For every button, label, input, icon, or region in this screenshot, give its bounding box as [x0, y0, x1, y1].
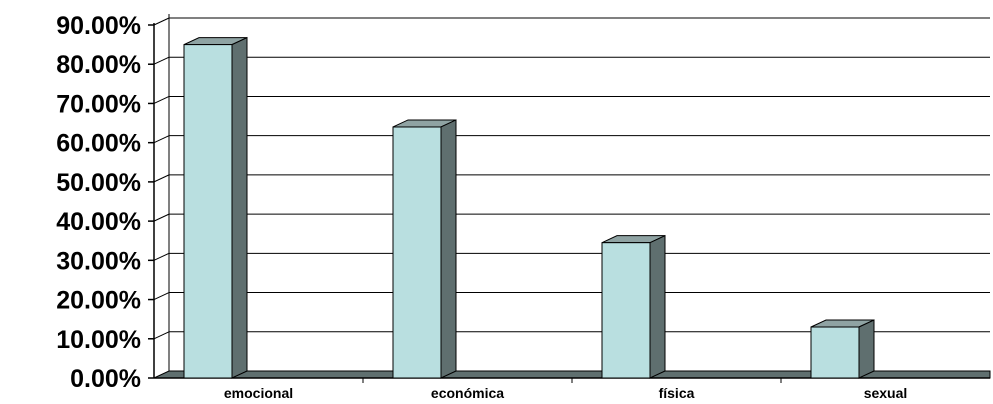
gridline-depth: [153, 331, 170, 340]
bar-front: [392, 126, 442, 379]
gridline-depth: [153, 213, 170, 222]
x-tick-labels: emocional económica física sexual: [224, 385, 907, 401]
gridline-depth: [153, 292, 170, 301]
x-tick-label: sexual: [864, 385, 908, 401]
bar-front: [810, 326, 860, 379]
y-tick-label: 10.00%: [56, 326, 141, 354]
y-tick-label: 30.00%: [56, 247, 141, 275]
y-tick-label: 70.00%: [56, 90, 141, 118]
y-tick-label: 0.00%: [70, 365, 141, 393]
bars: [183, 36, 875, 379]
gridlines: [153, 17, 990, 340]
bar-side: [649, 234, 666, 379]
x-tick-label: económica: [431, 385, 504, 401]
gridline-depth: [153, 252, 170, 261]
bar: [810, 319, 875, 379]
y-tick-label: 80.00%: [56, 51, 141, 79]
bar-side: [858, 319, 875, 379]
gridline-depth: [153, 17, 170, 26]
gridline-depth: [153, 56, 170, 65]
bar: [183, 36, 248, 379]
y-tick-label: 90.00%: [56, 12, 141, 40]
y-tick-label: 40.00%: [56, 208, 141, 236]
gridline-depth: [153, 135, 170, 144]
y-tick-labels: 0.00% 10.00% 20.00% 30.00% 40.00% 50.00% 60.00…: [56, 12, 141, 393]
bar-front: [601, 242, 651, 379]
y-tick-label: 50.00%: [56, 169, 141, 197]
bar-front: [183, 44, 233, 379]
gridline-depth: [153, 174, 170, 183]
y-tick-label: 20.00%: [56, 287, 141, 315]
x-tick-label: física: [659, 385, 695, 401]
bar: [392, 119, 457, 379]
gridline-depth: [153, 95, 170, 104]
bar: [601, 234, 666, 379]
y-tick-label: 60.00%: [56, 130, 141, 158]
bar-side: [231, 36, 248, 379]
x-tick-label: emocional: [224, 385, 293, 401]
bar-side: [440, 119, 457, 379]
